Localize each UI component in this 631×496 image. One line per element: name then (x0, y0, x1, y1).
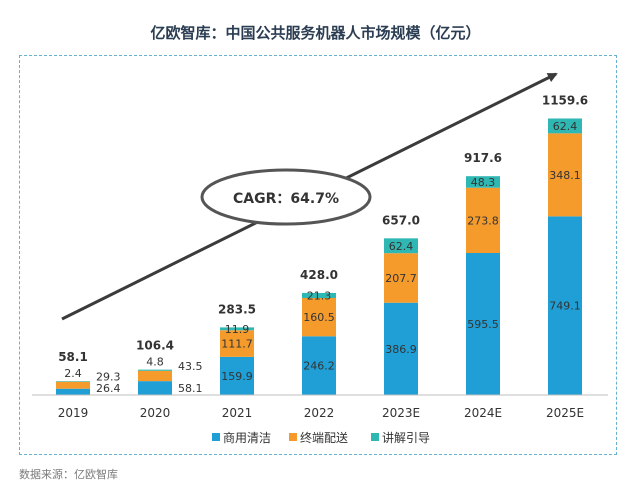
cagr-label: CAGR：64.7% (233, 191, 339, 207)
data-label-终端配送-2021: 111.7 (221, 338, 253, 351)
bar-商用清洁-2021 (220, 356, 254, 395)
bar-商用清洁-2019 (56, 388, 90, 395)
bar-终端配送-2020 (138, 370, 172, 382)
data-label-商用清洁-2024E: 595.5 (467, 318, 499, 331)
data-label-终端配送-2023E: 207.7 (385, 272, 417, 285)
bar-讲解引导-2022 (302, 292, 336, 299)
data-label-商用清洁-2020: 58.1 (178, 382, 203, 395)
data-label-商用清洁-2025E: 749.1 (549, 300, 581, 313)
data-label-商用清洁-2022: 246.2 (303, 360, 335, 373)
data-label-终端配送-2022: 160.5 (303, 311, 335, 324)
data-label-终端配送-2024E: 273.8 (467, 214, 499, 227)
data-label-讲解引导-2023E: 62.4 (389, 240, 414, 253)
data-label-讲解引导-2019: 2.4 (64, 367, 82, 380)
x-tick-2023E: 2023E (382, 406, 420, 420)
x-tick-2024E: 2024E (464, 406, 502, 420)
data-label-商用清洁-2019: 26.4 (96, 382, 121, 395)
total-label-2019: 58.1 (58, 350, 88, 364)
total-label-2025E: 1159.6 (542, 93, 588, 107)
x-tick-2019: 2019 (58, 406, 89, 420)
total-label-2020: 106.4 (136, 339, 174, 353)
data-label-终端配送-2025E: 348.1 (549, 169, 581, 182)
bar-讲解引导-2019 (56, 381, 90, 382)
chart-title: 亿欧智库：中国公共服务机器人市场规模（亿元） (150, 24, 481, 42)
total-label-2022: 428.0 (300, 268, 338, 282)
bar-商用清洁-2025E (548, 216, 582, 395)
bar-讲解引导-2023E (384, 238, 418, 254)
total-label-2023E: 657.0 (382, 213, 420, 227)
x-tick-2025E: 2025E (546, 406, 584, 420)
legend-label-终端配送: 终端配送 (300, 430, 348, 445)
bar-商用清洁-2023E (384, 302, 418, 395)
legend-swatch-讲解引导 (371, 433, 379, 441)
cagr-ellipse (200, 168, 372, 226)
bar-讲解引导-2025E (548, 118, 582, 134)
bar-终端配送-2022 (302, 298, 336, 337)
source-note: 数据来源：亿欧智库 (19, 468, 118, 481)
data-label-商用清洁-2023E: 386.9 (385, 343, 417, 356)
data-label-讲解引导-2025E: 62.4 (553, 120, 578, 133)
bar-终端配送-2023E (384, 253, 418, 303)
data-label-讲解引导-2022: 21.3 (307, 289, 332, 302)
bar-终端配送-2024E (466, 187, 500, 253)
data-label-商用清洁-2021: 159.9 (221, 370, 253, 383)
legend-swatch-终端配送 (289, 433, 297, 441)
chart-frame (19, 55, 617, 455)
bar-终端配送-2025E (548, 133, 582, 217)
bar-讲解引导-2024E (466, 176, 500, 188)
bar-商用清洁-2024E (466, 252, 500, 395)
data-label-讲解引导-2021: 11.9 (225, 323, 250, 336)
bar-商用清洁-2020 (138, 381, 172, 395)
total-label-2021: 283.5 (218, 302, 256, 316)
bar-讲解引导-2020 (138, 369, 172, 371)
data-label-终端配送-2020: 43.5 (178, 360, 203, 373)
data-label-讲解引导-2024E: 48.3 (471, 176, 496, 189)
bar-终端配送-2019 (56, 381, 90, 389)
bar-讲解引导-2021 (220, 327, 254, 331)
x-tick-2020: 2020 (140, 406, 171, 420)
legend-swatch-商用清洁 (212, 433, 220, 441)
bar-终端配送-2021 (220, 330, 254, 357)
legend-label-讲解引导: 讲解引导 (382, 430, 430, 445)
x-tick-2021: 2021 (222, 406, 253, 420)
x-tick-2022: 2022 (304, 406, 335, 420)
bar-商用清洁-2022 (302, 336, 336, 395)
legend-label-商用清洁: 商用清洁 (223, 430, 271, 445)
data-label-终端配送-2019: 29.3 (96, 371, 121, 384)
data-label-讲解引导-2020: 4.8 (146, 356, 164, 369)
total-label-2024E: 917.6 (464, 151, 502, 165)
